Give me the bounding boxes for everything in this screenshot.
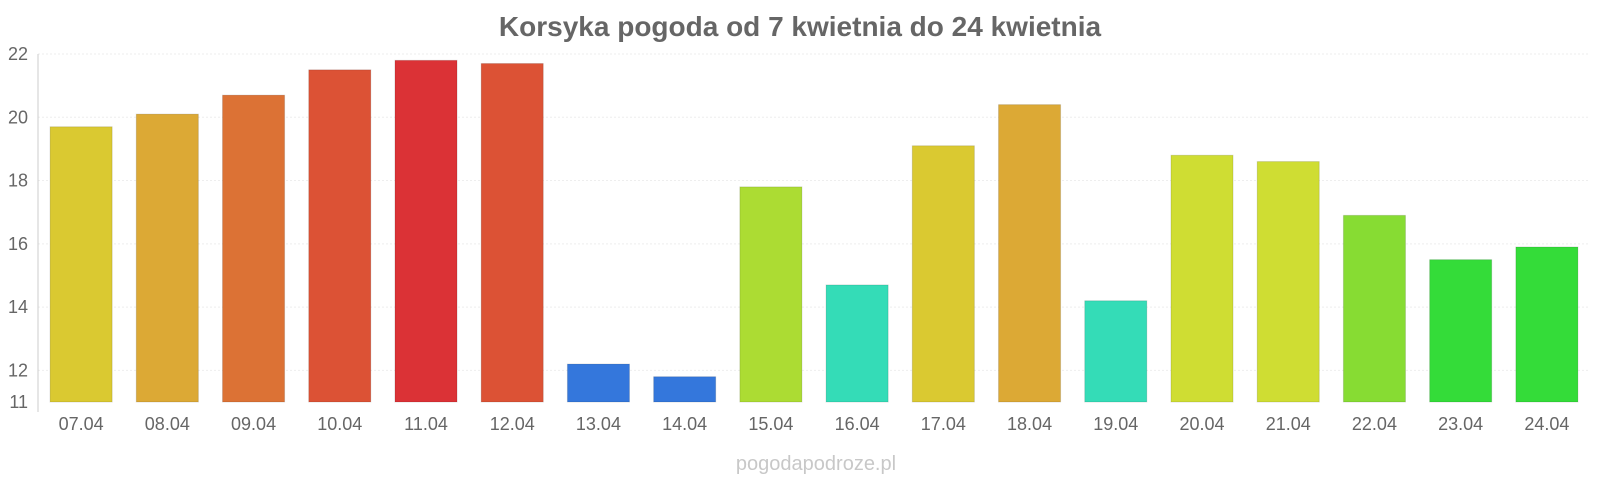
x-tick-label: 12.04 — [490, 414, 535, 434]
x-tick-label: 22.04 — [1352, 414, 1397, 434]
y-axis: 22 20 18 16 14 12 11 — [8, 44, 39, 412]
x-tick-label: 10.04 — [317, 414, 362, 434]
x-tick-label: 19.04 — [1093, 414, 1138, 434]
bar-09.04 — [222, 94, 286, 403]
bar-16.04 — [825, 284, 889, 403]
y-tick-label: 18 — [8, 171, 28, 191]
bar-11.04 — [394, 59, 458, 403]
bar-24.04 — [1515, 246, 1579, 403]
bar-18.04 — [998, 104, 1062, 403]
x-tick-label: 11.04 — [404, 414, 448, 434]
bar-17.04 — [911, 145, 975, 403]
bar-15.04 — [739, 186, 803, 403]
x-tick-label: 07.04 — [59, 414, 104, 434]
y-tick-label: 22 — [8, 44, 28, 64]
x-tick-label: 18.04 — [1007, 414, 1052, 434]
bar-14.04 — [653, 376, 717, 403]
bar-12.04 — [480, 62, 544, 403]
x-tick-label: 13.04 — [576, 414, 621, 434]
y-tick-label: 16 — [8, 234, 28, 254]
bars — [49, 59, 1579, 403]
x-tick-label: 08.04 — [145, 414, 190, 434]
x-tick-label: 21.04 — [1266, 414, 1311, 434]
y-tick-label: 20 — [8, 107, 28, 127]
chart-title: Korsyka pogoda od 7 kwietnia do 24 kwiet… — [499, 11, 1102, 42]
bar-21.04 — [1256, 161, 1320, 403]
y-tick-label: 11 — [9, 392, 28, 412]
x-tick-label: 24.04 — [1524, 414, 1569, 434]
x-tick-label: 09.04 — [231, 414, 276, 434]
bar-23.04 — [1429, 259, 1493, 403]
bar-22.04 — [1342, 214, 1406, 403]
x-tick-label: 15.04 — [748, 414, 793, 434]
x-tick-label: 23.04 — [1438, 414, 1483, 434]
bar-07.04 — [49, 126, 113, 403]
watermark: pogodapodroze.pl — [736, 453, 896, 475]
y-tick-label: 12 — [8, 360, 28, 380]
x-tick-label: 16.04 — [835, 414, 880, 434]
x-tick-label: 14.04 — [662, 414, 707, 434]
y-tick-label: 14 — [8, 297, 28, 317]
bar-08.04 — [135, 113, 199, 403]
x-tick-label: 20.04 — [1179, 414, 1224, 434]
grid-lines — [38, 53, 1590, 371]
bar-20.04 — [1170, 154, 1234, 403]
bar-13.04 — [566, 363, 630, 403]
bar-19.04 — [1084, 300, 1148, 403]
bar-10.04 — [308, 69, 372, 403]
x-axis: 07.04 08.04 09.04 10.04 11.04 12.04 13.04 14.04… — [59, 414, 1570, 434]
x-tick-label: 17.04 — [921, 414, 966, 434]
